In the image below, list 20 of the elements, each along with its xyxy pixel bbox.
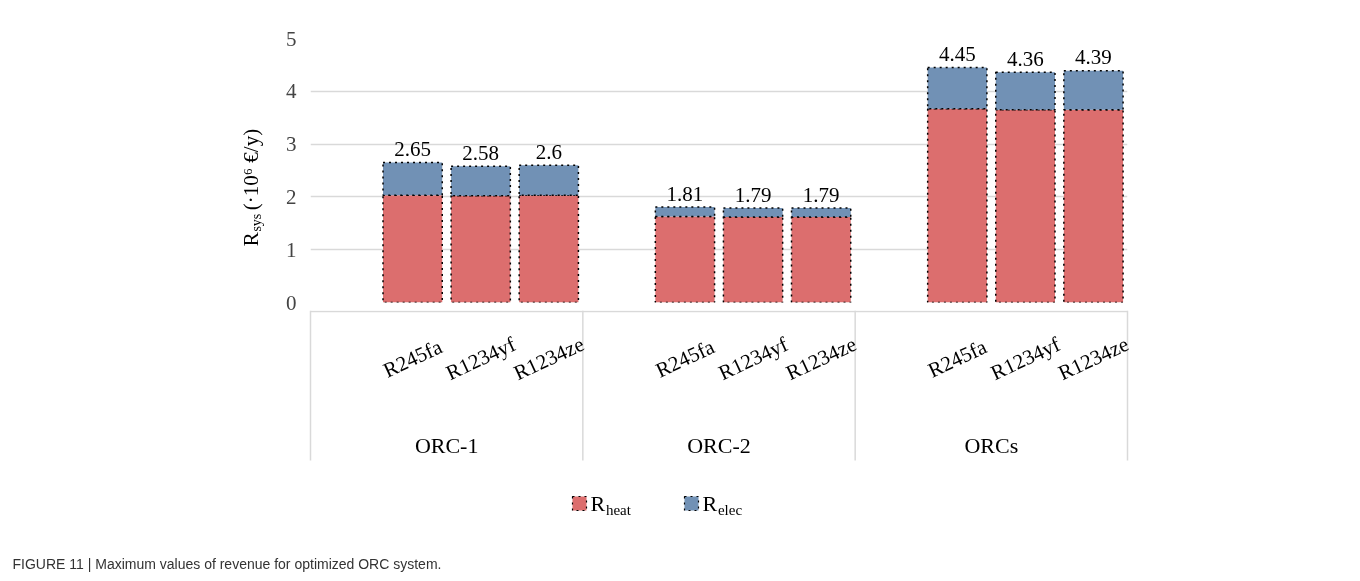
total-label: 4.36 bbox=[1007, 46, 1044, 71]
y-tick-label: 5 bbox=[286, 26, 297, 51]
caption: FIGURE 11 | Maximum values of revenue for optimized ORC system. bbox=[12, 555, 442, 572]
total-label: 1.79 bbox=[802, 182, 840, 207]
total-label: 2.6 bbox=[535, 139, 562, 164]
y-tick-label: 4 bbox=[286, 79, 297, 104]
y-tick-label: 2 bbox=[286, 184, 297, 209]
total-label: 1.79 bbox=[734, 182, 772, 207]
y-tick-label: 1 bbox=[286, 237, 297, 262]
y-axis-title: Rsys (·10⁶ €/y) bbox=[238, 128, 265, 247]
y-tick-label: 3 bbox=[286, 132, 297, 157]
total-label: 4.45 bbox=[938, 42, 976, 67]
total-label: 1.81 bbox=[666, 181, 704, 206]
total-label: 2.65 bbox=[394, 137, 431, 162]
text: ORCs bbox=[964, 433, 1019, 458]
total-label: 4.39 bbox=[1075, 45, 1112, 70]
y-tick-label: 0 bbox=[286, 290, 297, 315]
text: ORC-1 bbox=[414, 433, 479, 458]
text: ORC-2 bbox=[687, 433, 751, 458]
total-label: 2.58 bbox=[462, 140, 500, 165]
